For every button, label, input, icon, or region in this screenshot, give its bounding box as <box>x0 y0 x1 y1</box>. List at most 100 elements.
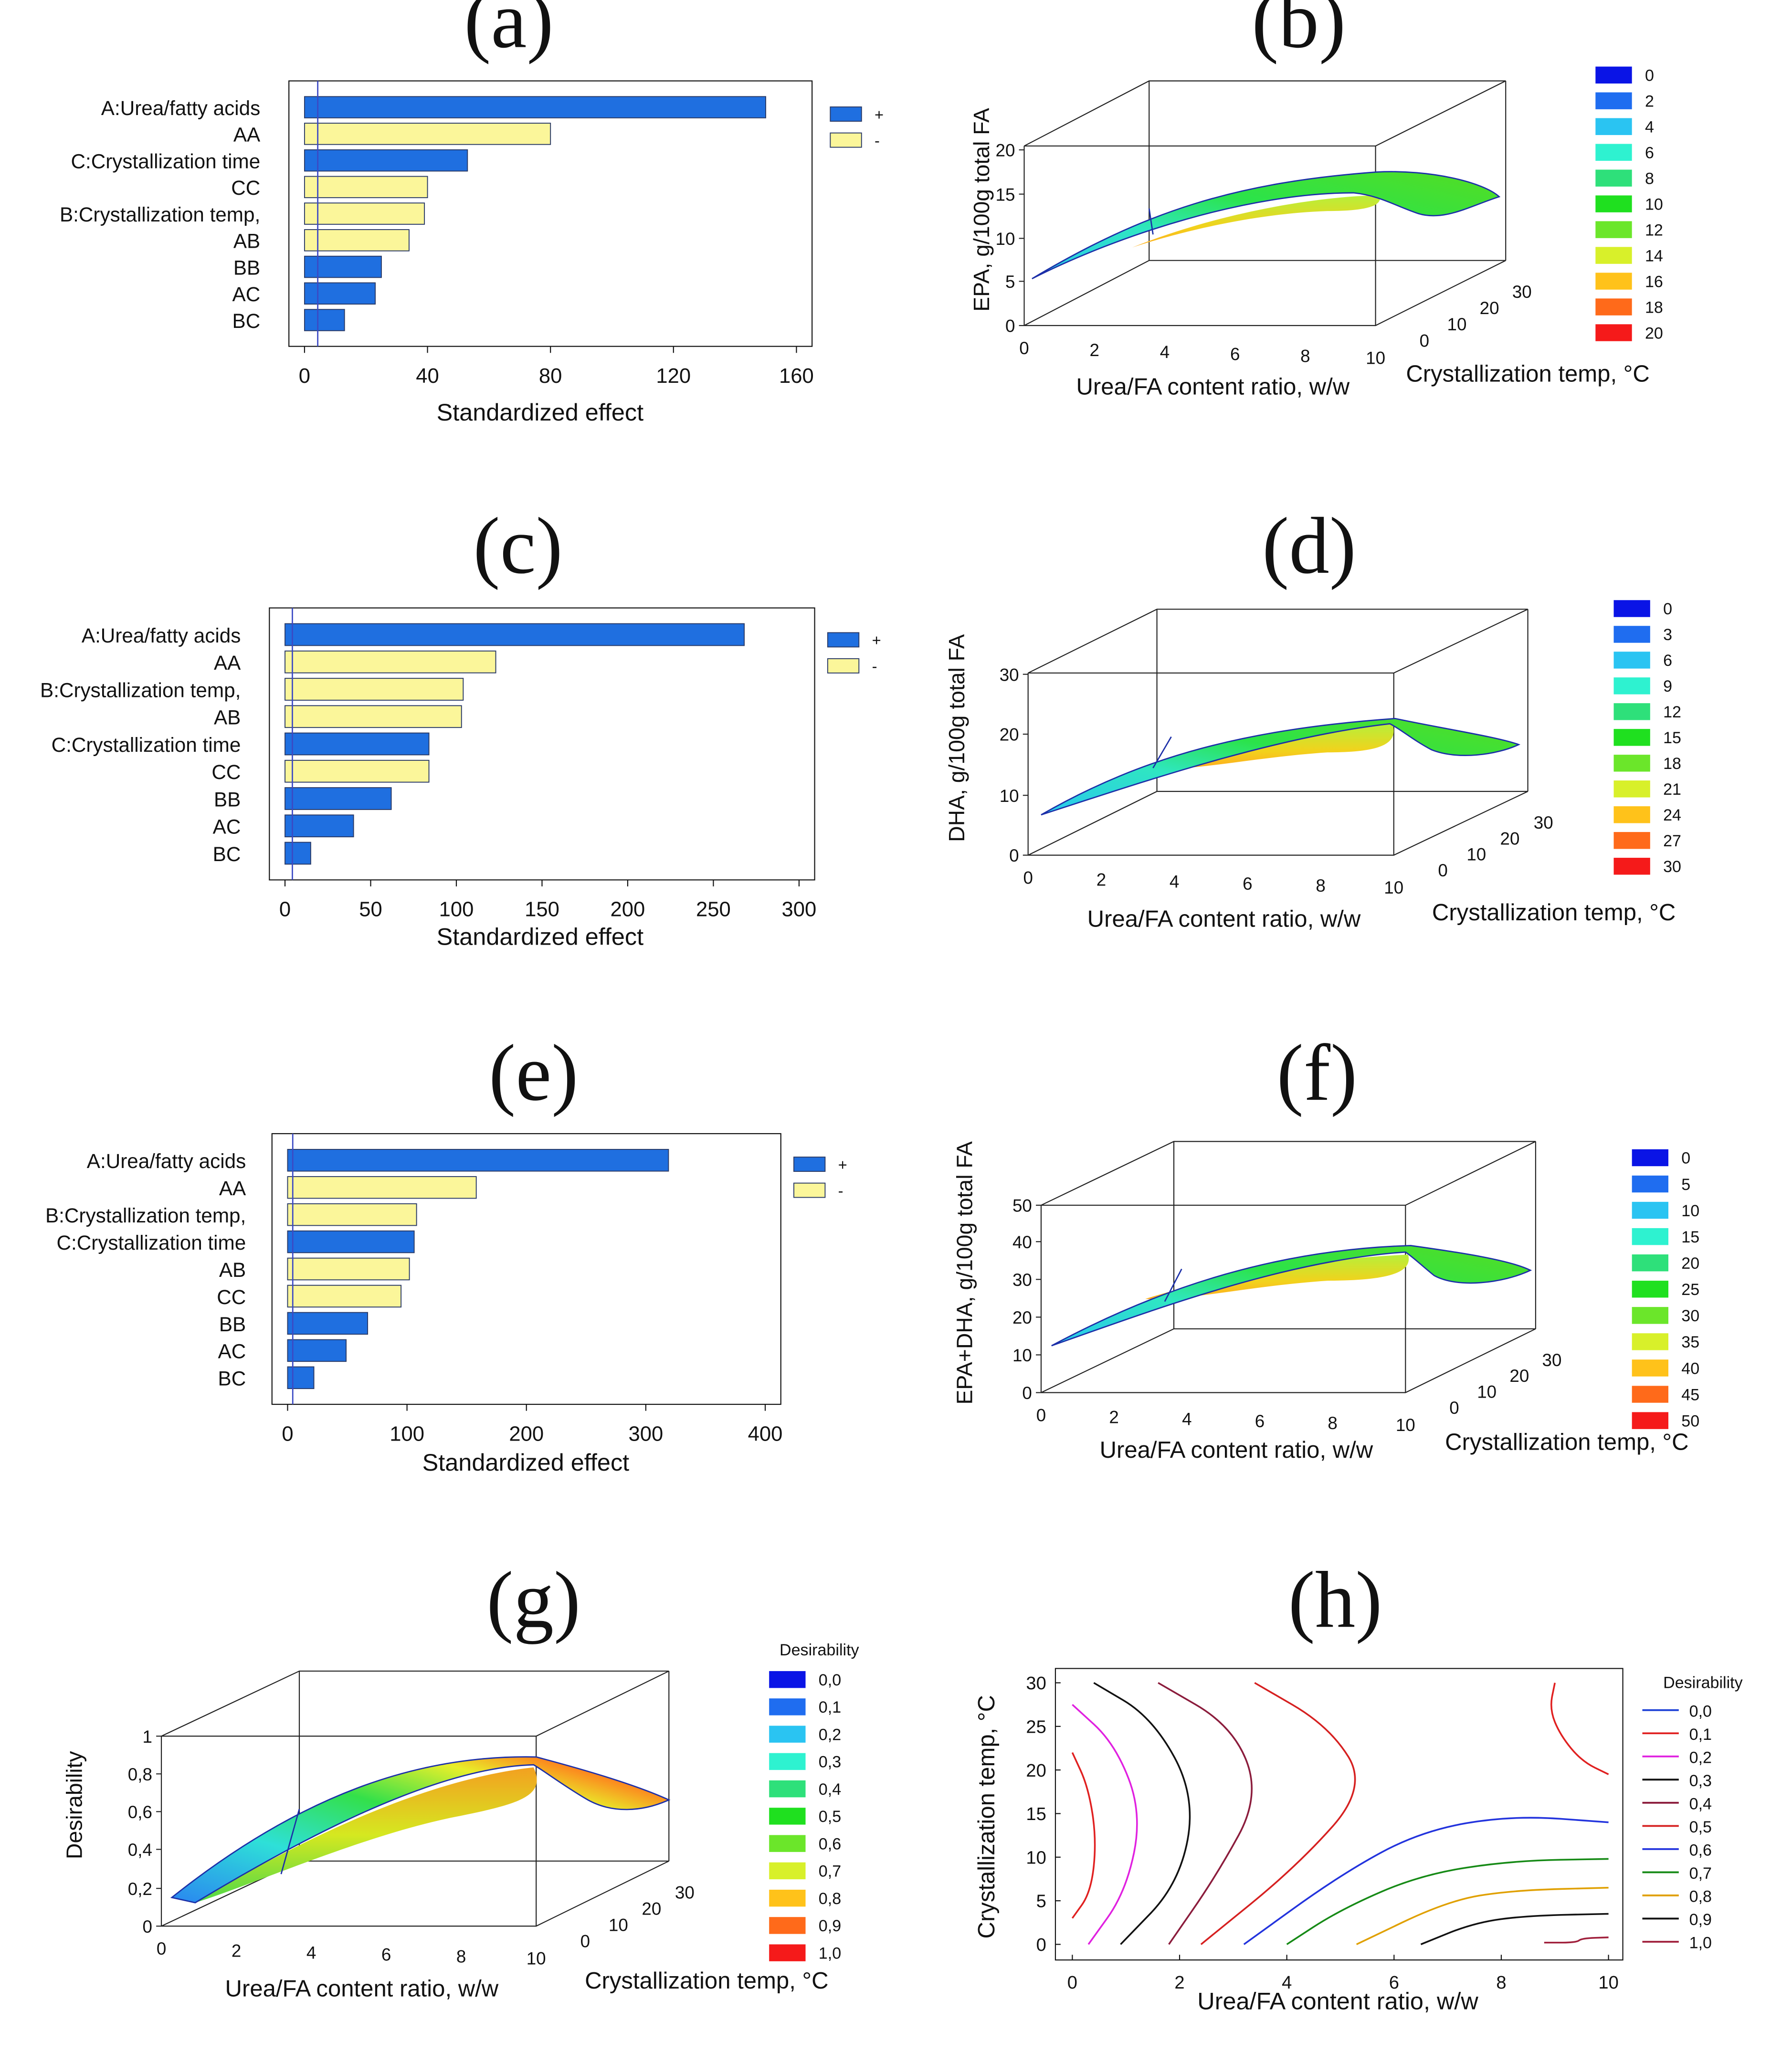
category-label: C:Crystallization time <box>52 734 241 756</box>
legend-label: 6 <box>1663 652 1672 670</box>
tick-label: 30 <box>1026 1673 1046 1694</box>
tick-label: 0 <box>1019 338 1029 358</box>
tick-label: 0,6 <box>128 1802 152 1822</box>
contour-line <box>1420 1913 1609 1946</box>
legend-label: 1,0 <box>1689 1934 1712 1952</box>
axis-label: Standardized effect <box>422 1449 630 1476</box>
category-label: CC <box>217 1286 246 1308</box>
axis-label: EPA, g/100g total FA <box>969 108 994 312</box>
bar <box>287 1257 410 1281</box>
panel-label: (g) <box>486 1555 580 1644</box>
panel-label: (e) <box>489 1028 579 1117</box>
surface-edge <box>1148 208 1154 235</box>
legend-swatch <box>1595 118 1632 135</box>
legend-swatch <box>1595 324 1632 341</box>
category-label: B:Crystallization temp, <box>45 1204 246 1227</box>
response-surface <box>1051 1245 1532 1347</box>
tick-label: 10 <box>1384 878 1403 897</box>
legend-swatch <box>1632 1386 1669 1403</box>
axis-label: Urea/FA content ratio, w/w <box>1087 906 1361 932</box>
legend-label: 0,9 <box>1689 1911 1712 1929</box>
legend-label: 1,0 <box>819 1944 841 1962</box>
tick-label: 2 <box>1090 340 1099 360</box>
tick-label: 20 <box>1509 1366 1529 1386</box>
legend-label: 10 <box>1645 195 1663 213</box>
legend-label: 0,9 <box>819 1917 841 1935</box>
response-surface <box>1041 717 1521 816</box>
legend-swatch <box>1613 832 1650 849</box>
category-label: AB <box>219 1259 246 1281</box>
legend-swatch <box>1613 806 1650 823</box>
tick-label: 30 <box>1000 665 1019 684</box>
category-label: AC <box>213 816 241 838</box>
category-label: BB <box>233 256 260 279</box>
category-label: BB <box>219 1313 246 1336</box>
contour-line <box>1286 1858 1609 1945</box>
bar <box>304 176 428 199</box>
bar <box>304 309 345 331</box>
tick-label: 300 <box>782 898 817 921</box>
contour-line <box>1093 1682 1191 1945</box>
tick-label: 100 <box>439 898 474 921</box>
panel-label: (b) <box>1252 0 1346 65</box>
category-label: AA <box>233 124 261 146</box>
bar <box>304 96 766 118</box>
tick-label: 10 <box>1396 1415 1415 1435</box>
axis-label: DHA, g/100g total FA <box>944 634 969 842</box>
legend-swatch <box>1632 1201 1669 1219</box>
contour-line <box>1200 1682 1356 1945</box>
tick-label: 80 <box>539 365 562 388</box>
tick-label: 20 <box>1500 829 1520 848</box>
tick-label: 20 <box>642 1899 661 1918</box>
bar <box>287 1230 415 1253</box>
tick-label: 10 <box>1000 786 1019 806</box>
tick-label: 10 <box>996 229 1015 249</box>
contour-line <box>1544 1937 1609 1944</box>
bar <box>285 732 430 756</box>
box-edge <box>1028 609 1528 674</box>
legend-label: 3 <box>1663 626 1672 644</box>
bar-chart-c: (c) A:Urea/fatty acids AA B:Crystallization… <box>40 501 881 950</box>
category-label: AB <box>214 706 241 729</box>
category-label: BC <box>213 843 241 865</box>
tick-label: 6 <box>381 1945 391 1965</box>
legend-label: - <box>875 132 880 149</box>
box-edge <box>1028 790 1528 856</box>
legend-label: 25 <box>1681 1281 1699 1299</box>
tick-label: 6 <box>1389 1972 1399 1993</box>
tick-label: 30 <box>675 1883 695 1902</box>
axis-label: Crystallization temp, °C <box>974 1695 1000 1938</box>
contour-line <box>1550 1683 1609 1775</box>
category-label: C:Crystallization time <box>56 1231 246 1254</box>
tick-label: 0 <box>299 365 310 388</box>
tick-label: 0 <box>1449 1398 1459 1418</box>
tick-label: 50 <box>359 898 382 921</box>
category-label: AB <box>233 230 260 253</box>
legend-label: 0,0 <box>1689 1702 1712 1720</box>
tick-label: 30 <box>1012 1270 1032 1290</box>
legend-label: 45 <box>1681 1386 1699 1404</box>
legend-label: 0,1 <box>1689 1726 1712 1744</box>
tick-label: 6 <box>1243 874 1252 894</box>
tick-label: 4 <box>1170 872 1179 892</box>
tick-label: 0 <box>1067 1972 1077 1993</box>
legend-swatch <box>1595 298 1632 316</box>
tick-label: 6 <box>1230 344 1240 364</box>
tick-label: 10 <box>527 1949 546 1968</box>
tick-label: 0 <box>1005 316 1015 336</box>
legend-swatch <box>830 106 862 122</box>
tick-label: 10 <box>609 1915 628 1935</box>
bar <box>287 1203 417 1226</box>
panel-label: (h) <box>1288 1555 1382 1644</box>
bar <box>285 623 745 646</box>
legend-swatch <box>1595 144 1632 161</box>
axis-label: Desirability <box>62 1751 87 1859</box>
surface-edge <box>1152 736 1172 768</box>
legend-swatch <box>1595 92 1632 109</box>
legend-swatch <box>769 1944 806 1961</box>
tick-label: 1 <box>142 1727 152 1747</box>
tick-label: 0 <box>1009 846 1019 865</box>
tick-label: 10 <box>1477 1382 1497 1402</box>
contour-line <box>1243 1817 1609 1945</box>
